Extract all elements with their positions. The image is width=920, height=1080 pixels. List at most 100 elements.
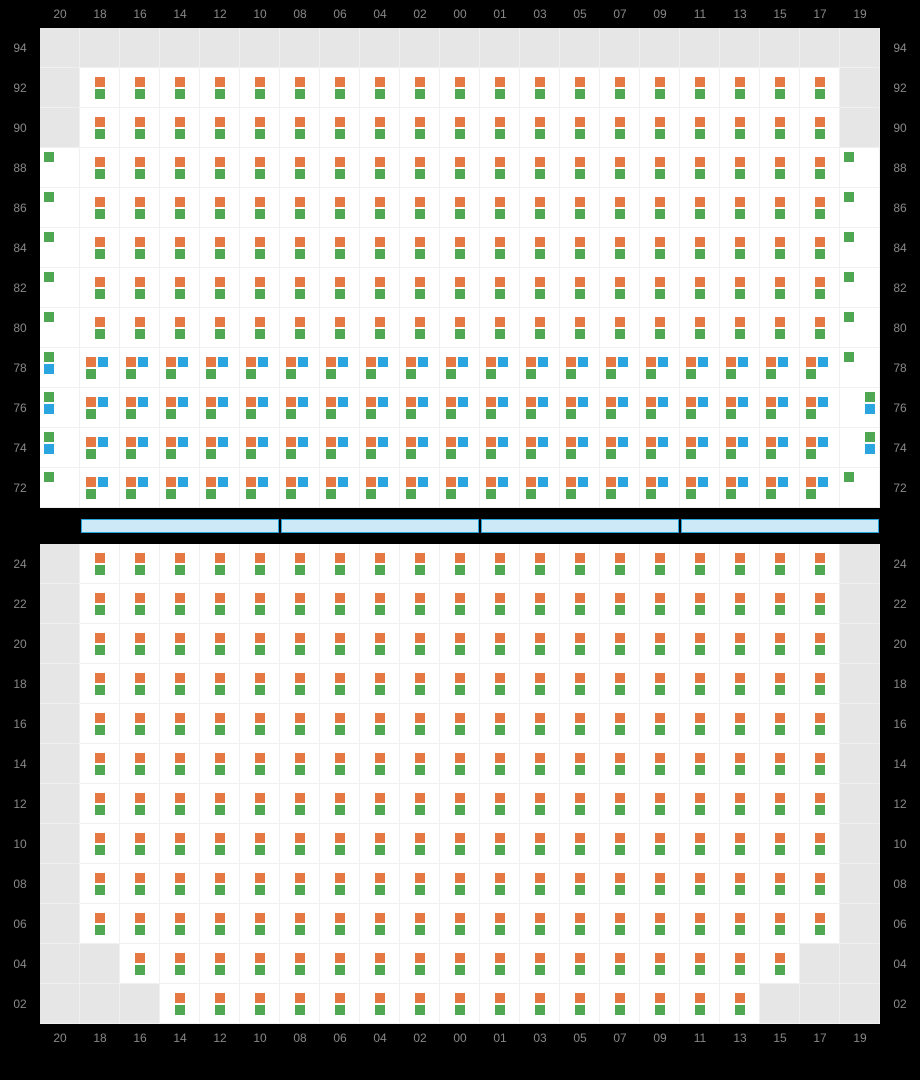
seat-cell[interactable]: [80, 664, 120, 704]
seat-cell[interactable]: [640, 624, 680, 664]
seat-cell[interactable]: [400, 148, 440, 188]
seat-cell[interactable]: [200, 428, 240, 468]
seat-cell[interactable]: [280, 188, 320, 228]
seat-cell[interactable]: [520, 188, 560, 228]
seat-cell[interactable]: [680, 388, 720, 428]
seat-cell[interactable]: [240, 308, 280, 348]
seat-cell[interactable]: [400, 188, 440, 228]
seat-cell[interactable]: [640, 148, 680, 188]
seat-cell[interactable]: [680, 824, 720, 864]
seat-cell[interactable]: [280, 68, 320, 108]
seat-cell[interactable]: [120, 428, 160, 468]
seat-cell[interactable]: [640, 864, 680, 904]
seat-cell[interactable]: [480, 704, 520, 744]
seat-cell[interactable]: [360, 864, 400, 904]
seat-cell[interactable]: [400, 984, 440, 1024]
seat-cell[interactable]: [560, 228, 600, 268]
seat-cell[interactable]: [120, 664, 160, 704]
seat-cell[interactable]: [40, 188, 80, 228]
seat-cell[interactable]: [480, 268, 520, 308]
seat-cell[interactable]: [800, 148, 840, 188]
seat-cell[interactable]: [280, 348, 320, 388]
seat-cell[interactable]: [520, 944, 560, 984]
seat-cell[interactable]: [400, 784, 440, 824]
seat-cell[interactable]: [280, 824, 320, 864]
seat-cell[interactable]: [400, 584, 440, 624]
seat-cell[interactable]: [120, 704, 160, 744]
seat-cell[interactable]: [800, 428, 840, 468]
seat-cell[interactable]: [120, 308, 160, 348]
seat-cell[interactable]: [160, 228, 200, 268]
seat-cell[interactable]: [320, 744, 360, 784]
seat-cell[interactable]: [560, 664, 600, 704]
seat-cell[interactable]: [760, 664, 800, 704]
seat-cell[interactable]: [400, 664, 440, 704]
seat-cell[interactable]: [760, 544, 800, 584]
seat-cell[interactable]: [320, 784, 360, 824]
seat-cell[interactable]: [360, 428, 400, 468]
seat-cell[interactable]: [760, 904, 800, 944]
seat-cell[interactable]: [440, 228, 480, 268]
seat-cell[interactable]: [80, 544, 120, 584]
seat-cell[interactable]: [440, 188, 480, 228]
seat-cell[interactable]: [480, 228, 520, 268]
seat-cell[interactable]: [680, 784, 720, 824]
seat-cell[interactable]: [200, 744, 240, 784]
seat-cell[interactable]: [320, 584, 360, 624]
seat-cell[interactable]: [320, 348, 360, 388]
seat-cell[interactable]: [520, 268, 560, 308]
seat-cell[interactable]: [800, 704, 840, 744]
seat-cell[interactable]: [40, 268, 80, 308]
seat-cell[interactable]: [80, 388, 120, 428]
seat-cell[interactable]: [640, 784, 680, 824]
seat-cell[interactable]: [480, 784, 520, 824]
seat-cell[interactable]: [680, 348, 720, 388]
seat-cell[interactable]: [360, 744, 400, 784]
seat-cell[interactable]: [600, 148, 640, 188]
seat-cell[interactable]: [560, 308, 600, 348]
seat-cell[interactable]: [480, 188, 520, 228]
seat-cell[interactable]: [240, 824, 280, 864]
seat-cell[interactable]: [440, 468, 480, 508]
seat-cell[interactable]: [600, 984, 640, 1024]
seat-cell[interactable]: [640, 904, 680, 944]
seat-cell[interactable]: [720, 108, 760, 148]
seat-cell[interactable]: [560, 388, 600, 428]
seat-cell[interactable]: [760, 388, 800, 428]
seat-cell[interactable]: [360, 228, 400, 268]
seat-cell[interactable]: [320, 984, 360, 1024]
seat-cell[interactable]: [320, 824, 360, 864]
seat-cell[interactable]: [240, 228, 280, 268]
seat-cell[interactable]: [440, 824, 480, 864]
seat-cell[interactable]: [560, 824, 600, 864]
seat-cell[interactable]: [80, 824, 120, 864]
seat-cell[interactable]: [800, 108, 840, 148]
seat-cell[interactable]: [680, 468, 720, 508]
seat-cell[interactable]: [200, 584, 240, 624]
seat-cell[interactable]: [280, 744, 320, 784]
seat-cell[interactable]: [520, 704, 560, 744]
seat-cell[interactable]: [760, 784, 800, 824]
seat-cell[interactable]: [400, 468, 440, 508]
seat-cell[interactable]: [200, 228, 240, 268]
seat-cell[interactable]: [520, 584, 560, 624]
seat-cell[interactable]: [280, 904, 320, 944]
seat-cell[interactable]: [760, 428, 800, 468]
seat-cell[interactable]: [840, 148, 880, 188]
seat-cell[interactable]: [600, 68, 640, 108]
seat-cell[interactable]: [320, 308, 360, 348]
seat-cell[interactable]: [480, 984, 520, 1024]
seat-cell[interactable]: [800, 388, 840, 428]
seat-cell[interactable]: [280, 148, 320, 188]
seat-cell[interactable]: [800, 584, 840, 624]
seat-cell[interactable]: [40, 388, 80, 428]
seat-cell[interactable]: [240, 108, 280, 148]
seat-cell[interactable]: [680, 148, 720, 188]
seat-cell[interactable]: [320, 944, 360, 984]
seat-cell[interactable]: [440, 664, 480, 704]
seat-cell[interactable]: [720, 68, 760, 108]
seat-cell[interactable]: [240, 68, 280, 108]
seat-cell[interactable]: [200, 188, 240, 228]
seat-cell[interactable]: [400, 268, 440, 308]
seat-cell[interactable]: [760, 824, 800, 864]
